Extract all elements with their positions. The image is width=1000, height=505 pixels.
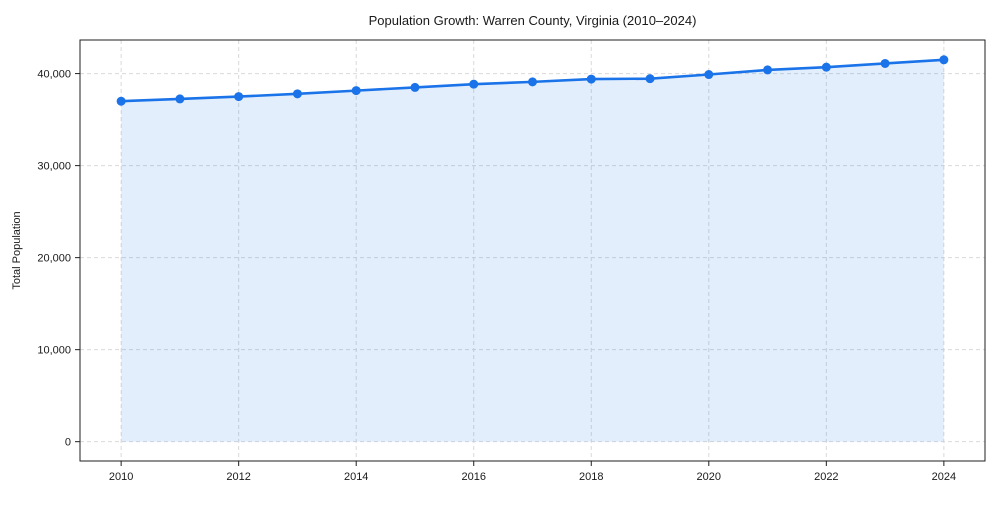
gridlines [80,40,985,461]
data-point-2019 [645,74,655,84]
area-fill [121,59,944,442]
x-tick-label: 2022 [814,471,838,483]
data-point-2015 [410,82,420,92]
y-axis-label: Total Population [11,211,23,289]
data-point-2013 [292,89,302,99]
y-tick-label: 0 [65,437,71,449]
y-tick-label: 30,000 [37,161,71,173]
y-tick-label: 10,000 [37,345,71,357]
x-tick-label: 2018 [579,471,603,483]
data-point-2011 [175,94,185,104]
data-point-2010 [116,96,126,106]
plot-frame [79,39,986,462]
data-point-2014 [351,86,361,96]
data-point-2016 [469,79,479,89]
axis-ticks: 2010 2012 2014 2016 2018 2020 2022 2024 0 10,000 2… [37,69,956,483]
y-tick-label: 20,000 [37,253,71,265]
data-point-2012 [234,92,244,102]
data-point-2018 [586,74,596,84]
area-under-line [121,59,944,442]
data-points [116,55,949,106]
chart-title: Population Growth: Warren County, Virgin… [369,13,697,28]
data-point-2020 [704,70,714,80]
x-tick-label: 2014 [344,471,368,483]
x-tick-label: 2012 [226,471,250,483]
data-point-2024 [939,55,949,65]
y-tick-label: 40,000 [37,69,71,81]
x-tick-label: 2024 [932,471,956,483]
data-point-2017 [528,77,537,87]
data-point-2023 [880,58,890,68]
data-point-2021 [763,65,773,75]
data-point-2022 [821,62,831,72]
axes-frame [79,39,986,462]
x-tick-label: 2010 [109,471,133,483]
x-tick-label: 2016 [461,471,485,483]
x-tick-label: 2020 [697,471,721,483]
